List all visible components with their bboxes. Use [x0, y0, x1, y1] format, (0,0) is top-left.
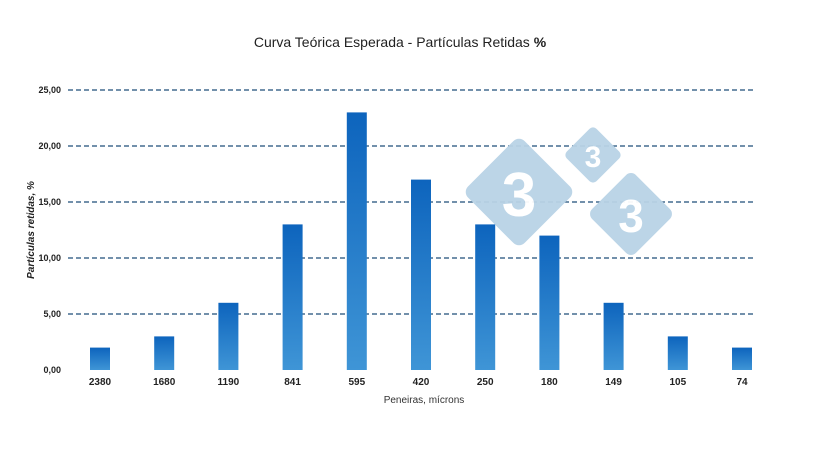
- bar: [539, 235, 560, 370]
- x-tick-labels: 2380 1680 1190 841 595 420 250 180 149 105 74: [89, 377, 748, 388]
- bar: [346, 112, 367, 371]
- x-tick-label: 250: [477, 377, 494, 388]
- x-axis-label: Peneiras, mícrons: [384, 395, 465, 406]
- y-tick-label: 25,00: [38, 85, 61, 95]
- x-tick-label: 420: [413, 377, 430, 388]
- bar: [218, 302, 239, 370]
- bar: [475, 224, 496, 370]
- bar: [411, 179, 431, 370]
- 333-logo-icon: 3 3 3: [465, 127, 672, 255]
- bar: [282, 224, 303, 370]
- x-tick-label: 180: [541, 377, 558, 388]
- x-tick-label: 1190: [218, 377, 240, 388]
- y-tick-label: 5,00: [43, 309, 61, 319]
- bars: [90, 112, 752, 371]
- x-tick-label: 105: [669, 377, 686, 388]
- y-tick-label: 10,00: [38, 253, 61, 263]
- bar: [667, 336, 688, 370]
- bar: [90, 347, 110, 370]
- y-tick-label: 15,00: [38, 197, 61, 207]
- y-tick-label: 0,00: [43, 365, 61, 375]
- x-tick-label: 841: [284, 377, 301, 388]
- svg-text:3: 3: [502, 161, 536, 230]
- svg-text:3: 3: [585, 141, 602, 174]
- bar: [732, 347, 752, 370]
- x-tick-label: 595: [348, 377, 365, 388]
- chart-title: Curva Teórica Esperada - Partículas Reti…: [254, 34, 547, 50]
- y-tick-label: 20,00: [38, 141, 61, 151]
- svg-text:3: 3: [618, 190, 644, 242]
- x-tick-label: 149: [605, 377, 622, 388]
- bar: [154, 336, 175, 370]
- y-tick-labels: 0,00 5,00 10,00 15,00 20,00 25,00: [38, 85, 61, 375]
- x-tick-label: 1680: [153, 377, 176, 388]
- x-tick-label: 2380: [89, 377, 112, 388]
- x-tick-label: 74: [736, 377, 748, 388]
- bar: [603, 302, 624, 370]
- y-axis-label: Partículas retidas, %: [26, 181, 37, 279]
